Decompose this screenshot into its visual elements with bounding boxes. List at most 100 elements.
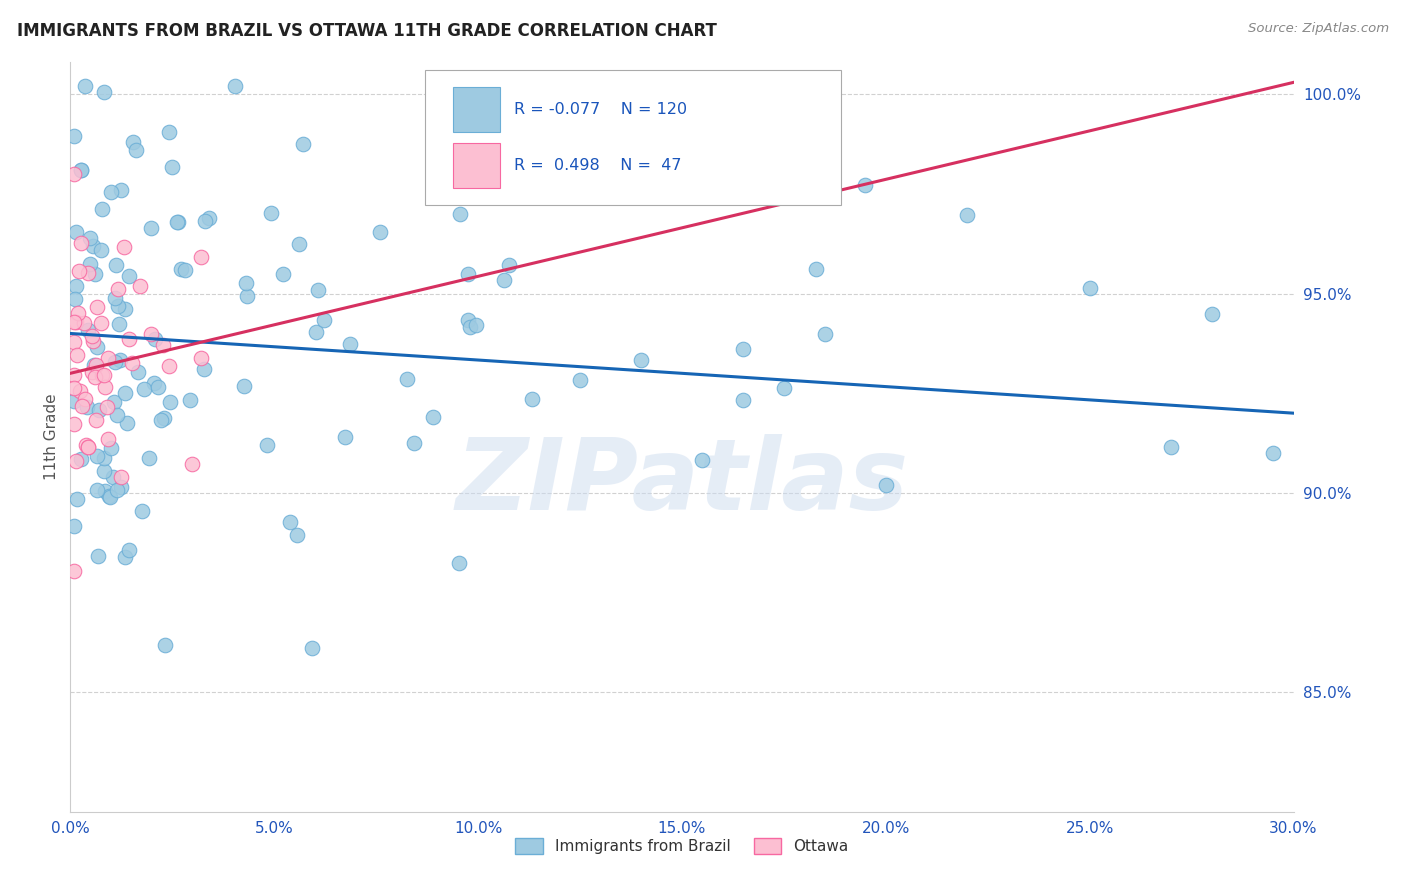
Point <box>86 449 108 463</box>
Point <box>79 231 101 245</box>
Point <box>104 355 127 369</box>
Point <box>190 251 212 265</box>
Point <box>160 160 183 174</box>
Point <box>115 416 138 430</box>
Point <box>1160 440 1182 454</box>
Point <box>224 79 246 94</box>
Point <box>93 368 115 382</box>
Point <box>174 263 197 277</box>
Y-axis label: 11th Grade: 11th Grade <box>44 393 59 481</box>
Point <box>63 334 86 349</box>
Point <box>107 299 129 313</box>
Point <box>103 395 125 409</box>
Point <box>166 215 188 229</box>
Point <box>855 178 877 193</box>
Point <box>100 185 122 199</box>
Point <box>66 348 89 362</box>
Point <box>368 225 391 239</box>
Point <box>82 334 104 348</box>
Point <box>190 351 212 365</box>
Bar <box>453 143 499 187</box>
Point <box>127 365 149 379</box>
Point <box>339 336 361 351</box>
Point <box>65 453 87 467</box>
Point <box>498 258 520 272</box>
Point <box>138 450 160 465</box>
Text: Source: ZipAtlas.com: Source: ZipAtlas.com <box>1249 22 1389 36</box>
Legend: Immigrants from Brazil, Ottawa: Immigrants from Brazil, Ottawa <box>509 832 855 860</box>
Point <box>166 215 188 229</box>
Point <box>63 368 86 383</box>
Point <box>86 340 108 354</box>
Point <box>402 436 425 450</box>
Point <box>70 236 93 251</box>
Point <box>69 384 91 398</box>
Point <box>114 301 136 316</box>
Point <box>235 289 257 303</box>
Point <box>79 256 101 270</box>
Point <box>63 167 86 181</box>
Point <box>118 542 141 557</box>
Point <box>287 236 309 251</box>
Point <box>256 438 278 452</box>
Point <box>105 483 128 498</box>
Point <box>90 368 112 382</box>
Point <box>139 327 162 342</box>
Point <box>97 351 120 365</box>
Point <box>150 413 173 427</box>
Point <box>86 300 108 314</box>
Point <box>91 202 114 216</box>
Point <box>458 319 481 334</box>
Point <box>152 410 174 425</box>
Point <box>105 408 128 422</box>
Point <box>87 403 110 417</box>
Point <box>193 362 215 376</box>
Point <box>690 452 713 467</box>
Point <box>93 85 115 99</box>
Point <box>457 312 479 326</box>
Point <box>117 332 139 346</box>
Point <box>93 464 115 478</box>
Point <box>65 225 87 239</box>
Point <box>157 359 180 374</box>
Point <box>260 206 283 220</box>
Point <box>395 372 418 386</box>
Point <box>159 395 181 409</box>
Bar <box>453 87 499 132</box>
Point <box>87 549 110 563</box>
Point <box>84 267 107 281</box>
Point <box>82 328 104 343</box>
Point <box>197 211 219 225</box>
Point <box>142 376 165 391</box>
Point <box>806 262 828 277</box>
Point <box>733 392 755 407</box>
Point <box>134 382 156 396</box>
Point <box>110 470 132 484</box>
Point <box>97 432 120 446</box>
Point <box>159 125 181 139</box>
Point <box>65 292 87 306</box>
Point <box>107 282 129 296</box>
Point <box>63 417 86 431</box>
Point <box>93 451 115 466</box>
Point <box>70 162 93 177</box>
Point <box>291 136 314 151</box>
Point <box>104 258 127 272</box>
Point <box>63 564 86 578</box>
Point <box>125 143 148 157</box>
Point <box>121 356 143 370</box>
Point <box>314 312 336 326</box>
Point <box>66 492 89 507</box>
Point <box>285 528 308 542</box>
Point <box>66 306 89 320</box>
Point <box>65 278 87 293</box>
Point <box>194 214 217 228</box>
Point <box>143 331 166 345</box>
Point <box>170 261 193 276</box>
Point <box>1201 307 1223 321</box>
Text: R = -0.077    N = 120: R = -0.077 N = 120 <box>515 103 688 117</box>
Point <box>103 292 125 306</box>
Point <box>84 358 107 372</box>
Point <box>773 381 796 395</box>
Point <box>131 504 153 518</box>
